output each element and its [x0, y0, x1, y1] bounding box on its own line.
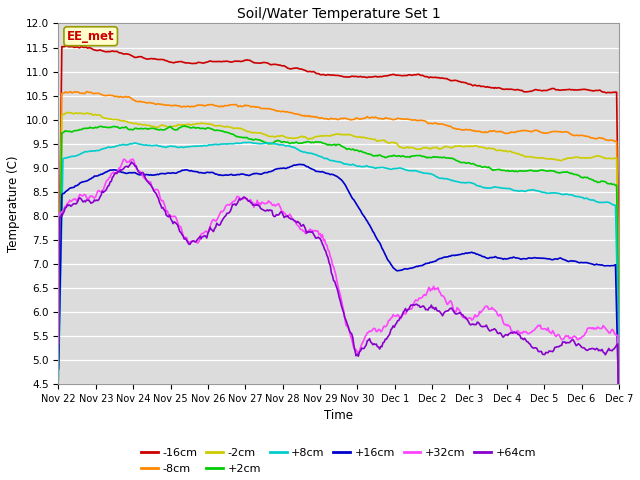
-16cm — [63, 43, 70, 49]
-2cm — [63, 109, 71, 115]
Line: +16cm: +16cm — [58, 165, 619, 408]
-16cm — [615, 259, 623, 264]
Legend: -16cm, -8cm, -2cm, +2cm, +8cm, +16cm, +32cm, +64cm: -16cm, -8cm, -2cm, +2cm, +8cm, +16cm, +3… — [137, 444, 540, 478]
Title: Soil/Water Temperature Set 1: Soil/Water Temperature Set 1 — [237, 7, 440, 21]
-16cm — [603, 90, 611, 96]
+32cm — [129, 156, 136, 162]
+2cm — [389, 153, 397, 158]
+64cm — [322, 248, 330, 254]
+64cm — [389, 323, 397, 329]
-8cm — [515, 128, 523, 134]
-8cm — [322, 116, 330, 121]
+2cm — [603, 180, 611, 186]
-16cm — [359, 74, 367, 80]
-8cm — [359, 116, 367, 121]
+32cm — [615, 421, 623, 427]
+8cm — [322, 156, 330, 161]
Line: +2cm: +2cm — [58, 126, 619, 367]
+32cm — [515, 329, 523, 335]
-2cm — [615, 302, 623, 308]
Line: -16cm: -16cm — [58, 46, 619, 324]
Line: -2cm: -2cm — [58, 112, 619, 358]
+2cm — [180, 123, 188, 129]
+64cm — [515, 332, 523, 337]
-16cm — [325, 72, 333, 78]
-16cm — [515, 87, 523, 93]
-16cm — [322, 72, 330, 78]
-8cm — [325, 116, 333, 122]
-2cm — [389, 140, 397, 145]
+16cm — [515, 255, 523, 261]
+8cm — [359, 164, 367, 169]
-2cm — [322, 133, 330, 139]
-16cm — [54, 321, 62, 327]
-2cm — [359, 134, 367, 140]
+16cm — [615, 405, 623, 411]
X-axis label: Time: Time — [324, 409, 353, 422]
-2cm — [325, 133, 333, 139]
+8cm — [603, 199, 611, 205]
+32cm — [603, 327, 611, 333]
Line: -8cm: -8cm — [58, 92, 619, 347]
+64cm — [325, 260, 333, 265]
Line: +8cm: +8cm — [58, 143, 619, 380]
+8cm — [325, 157, 333, 163]
+16cm — [603, 263, 611, 268]
Line: +64cm: +64cm — [58, 162, 619, 429]
-2cm — [54, 355, 62, 360]
-8cm — [389, 117, 397, 122]
+2cm — [322, 141, 330, 147]
+8cm — [389, 166, 397, 171]
+2cm — [515, 168, 523, 174]
+16cm — [359, 212, 367, 217]
+16cm — [325, 171, 333, 177]
+32cm — [389, 312, 397, 318]
-8cm — [83, 89, 90, 95]
Line: +32cm: +32cm — [58, 159, 619, 424]
-8cm — [615, 291, 623, 297]
-8cm — [603, 137, 611, 143]
+8cm — [615, 351, 623, 357]
+64cm — [359, 346, 367, 351]
+64cm — [603, 349, 611, 355]
+16cm — [296, 162, 304, 168]
+16cm — [54, 366, 62, 372]
+8cm — [246, 140, 254, 145]
+32cm — [325, 248, 333, 254]
+64cm — [54, 342, 62, 348]
+32cm — [359, 339, 367, 345]
+2cm — [54, 364, 62, 370]
+8cm — [54, 377, 62, 383]
+16cm — [389, 265, 397, 271]
+2cm — [325, 142, 333, 147]
+32cm — [322, 241, 330, 247]
-2cm — [603, 156, 611, 161]
+2cm — [615, 321, 623, 327]
Y-axis label: Temperature (C): Temperature (C) — [7, 156, 20, 252]
+2cm — [359, 149, 367, 155]
-2cm — [515, 151, 523, 157]
-8cm — [54, 344, 62, 350]
Text: EE_met: EE_met — [67, 30, 115, 43]
+16cm — [322, 170, 330, 176]
+32cm — [54, 341, 62, 347]
+8cm — [515, 188, 523, 194]
-16cm — [389, 72, 397, 77]
+64cm — [615, 426, 623, 432]
+64cm — [127, 159, 135, 165]
